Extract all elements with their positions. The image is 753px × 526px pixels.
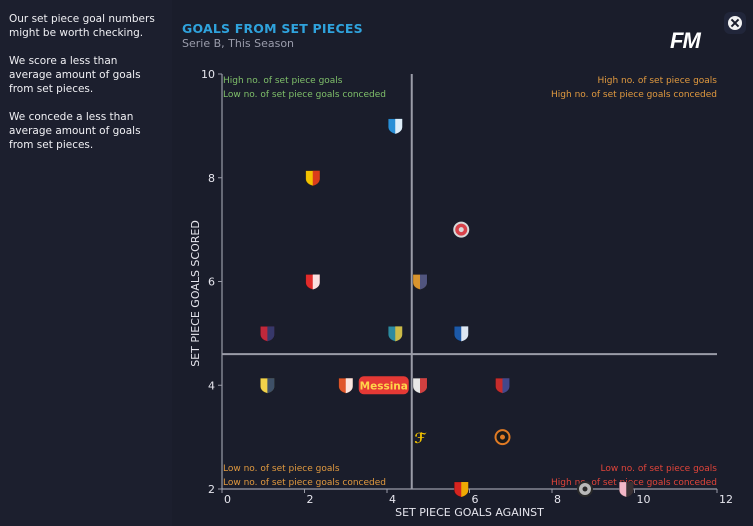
quadrant-top-left-line1: High no. of set piece goals xyxy=(223,76,343,86)
x-tick-label: 2 xyxy=(307,493,314,506)
team-point-bari[interactable]: Bari xyxy=(453,221,470,238)
team-point-palermo[interactable]: Palermo xyxy=(618,481,634,498)
team-badge-detail xyxy=(420,274,427,290)
y-tick-label: 10 xyxy=(201,68,215,81)
team-point-benevento[interactable]: Benevento xyxy=(453,481,469,498)
close-button[interactable] xyxy=(724,12,746,34)
team-badge-detail xyxy=(461,482,469,497)
close-icon xyxy=(728,16,742,30)
x-tick-label: 12 xyxy=(719,493,733,506)
team-badge-detail xyxy=(345,378,353,394)
team-point-pro-vercelli[interactable]: Pro Vercelli xyxy=(412,377,428,394)
messina-highlight-label: Messina xyxy=(360,380,408,392)
team-point-messina[interactable]: Messina xyxy=(338,377,354,394)
team-badge-icon: ℱ xyxy=(414,431,427,447)
team-badge-detail xyxy=(312,274,320,290)
team-badge-detail xyxy=(500,434,505,440)
team-point-lecce[interactable]: Lecce xyxy=(387,326,403,342)
y-axis-label: SET PIECE GOALS SCORED xyxy=(189,220,202,367)
chart-subtitle: Serie B, This Season xyxy=(182,37,295,50)
team-points: Pescara Catanzaro Bari Perugia Catania Caglia… xyxy=(260,118,634,498)
messina-highlight-badge[interactable] xyxy=(358,376,409,395)
quadrant-bottom-left-line2: Low no. of set piece goals conceded xyxy=(223,478,386,488)
team-badge-detail xyxy=(420,378,427,394)
team-point-parma[interactable]: Parma xyxy=(260,377,275,394)
quadrant-bottom-right-line1: Low no. of set piece goals xyxy=(600,464,717,474)
team-point-vicenza[interactable]: Vicenza xyxy=(495,377,510,394)
insight-sidebar: Our set piece goal numbers might be wort… xyxy=(0,0,172,526)
highlight-label-group: Messina xyxy=(358,376,409,395)
team-badge-detail xyxy=(458,227,464,233)
fm-logo: FM xyxy=(670,28,701,53)
x-tick-label: 8 xyxy=(554,493,561,506)
team-badge-detail xyxy=(395,118,403,134)
team-point-catania[interactable]: Catania xyxy=(412,274,428,290)
y-ticks: 2 4 6 8 10 xyxy=(201,68,222,496)
team-badge-detail xyxy=(626,482,634,497)
y-tick-label: 8 xyxy=(208,172,215,185)
x-ticks: 0 2 4 6 8 10 12 xyxy=(221,489,733,506)
insight-paragraph: We concede a less than average amount of… xyxy=(9,111,141,151)
x-axis-label: SET PIECE GOALS AGAINST xyxy=(395,506,544,519)
team-point-spezia[interactable]: Spezia xyxy=(577,481,593,497)
quadrant-top-right-line1: High no. of set piece goals xyxy=(598,76,718,86)
x-tick-label: 4 xyxy=(389,493,396,506)
team-point-pescara[interactable]: Pescara xyxy=(387,118,403,135)
team-point-perugia[interactable]: Perugia xyxy=(305,274,321,290)
team-point-catanzaro[interactable]: Catanzaro xyxy=(305,170,321,187)
team-point-sampdoria[interactable]: Sampdoria xyxy=(453,326,469,342)
team-point-feralpisal-[interactable]: ℱFeralpisalò xyxy=(414,431,427,447)
team-badge-detail xyxy=(582,486,588,492)
y-tick-label: 6 xyxy=(208,276,215,289)
team-badge-detail xyxy=(395,326,403,342)
team-point-venezia[interactable]: Venezia xyxy=(494,429,511,446)
x-tick-label: 6 xyxy=(472,493,479,506)
y-tick-label: 2 xyxy=(208,483,215,496)
team-badge-detail xyxy=(502,378,510,394)
quadrant-labels: High no. of set piece goals Low no. of s… xyxy=(223,76,717,488)
quadrant-bottom-right-line2: High no. of set piece goals conceded xyxy=(551,478,717,488)
chart-title: GOALS FROM SET PIECES xyxy=(182,21,363,36)
team-point-cagliari[interactable]: Cagliari xyxy=(260,326,275,342)
chart-panel xyxy=(172,0,753,526)
y-tick-label: 4 xyxy=(208,379,215,392)
team-badge-detail xyxy=(267,378,275,394)
team-badge-detail xyxy=(461,326,469,342)
quadrant-top-left-line2: Low no. of set piece goals conceded xyxy=(223,90,386,100)
team-badge-detail xyxy=(312,170,320,186)
x-tick-label: 10 xyxy=(637,493,651,506)
x-tick-label: 0 xyxy=(224,493,231,506)
quadrant-bottom-left-line1: Low no. of set piece goals xyxy=(223,464,340,474)
team-badge-detail xyxy=(267,326,275,342)
insight-paragraph: We score a less than average amount of g… xyxy=(9,55,141,95)
insight-paragraph: Our set piece goal numbers might be wort… xyxy=(9,13,155,39)
quadrant-top-right-line2: High no. of set piece goals conceded xyxy=(551,90,717,100)
